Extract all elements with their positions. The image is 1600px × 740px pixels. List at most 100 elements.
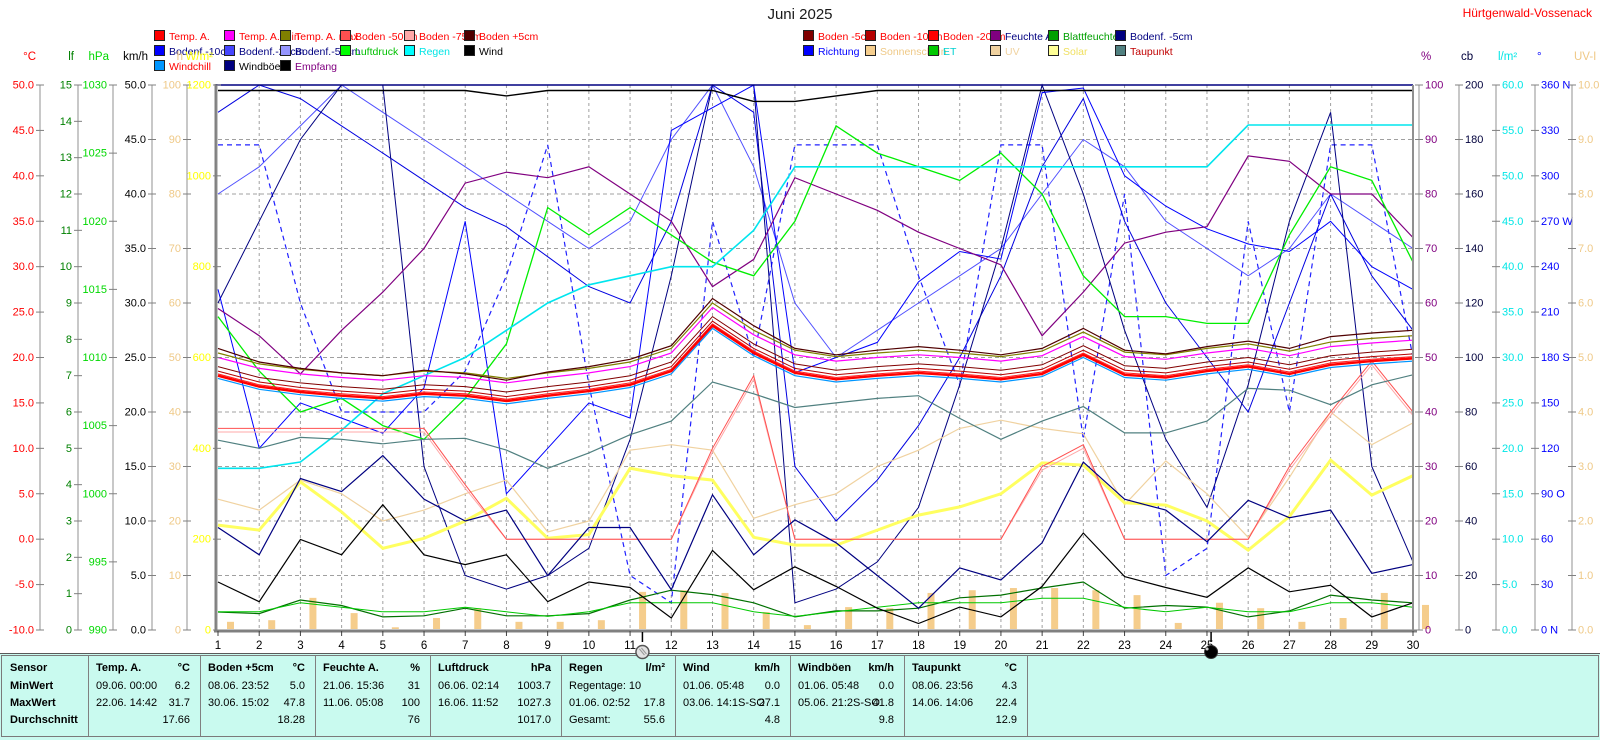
axis-label-%: 40 bbox=[1425, 407, 1437, 419]
axis-label-cb: 200 bbox=[1465, 80, 1483, 92]
x-day-label: 16 bbox=[830, 640, 843, 652]
axis-label-km/h: 45.0 bbox=[125, 134, 146, 146]
axis-label-km/h: 10.0 bbox=[125, 516, 146, 528]
x-day-label: 23 bbox=[1118, 640, 1131, 652]
axis-label-%: 100 bbox=[1425, 80, 1443, 92]
axis-label-lf: 5 bbox=[66, 443, 72, 455]
table-cell-text: 30.06. 15:02 bbox=[208, 697, 270, 709]
table-cell-text: 01.06. 02:52 bbox=[569, 697, 631, 709]
axis-label-UV-I: 6.0 bbox=[1578, 298, 1593, 310]
legend-swatch-icon bbox=[280, 30, 291, 41]
table-col-unit: °C bbox=[1004, 662, 1017, 674]
axis-label-l/m²: 45.0 bbox=[1502, 216, 1523, 228]
table-col-header: Taupunkt bbox=[912, 662, 961, 674]
table-col-header: Windböen bbox=[798, 662, 852, 674]
axis-label-°: 240 bbox=[1541, 261, 1559, 273]
bar-sonnenschein bbox=[1422, 604, 1429, 629]
table-separator bbox=[675, 656, 676, 736]
x-day-label: 10 bbox=[582, 640, 595, 652]
legend-swatch-icon bbox=[1048, 45, 1059, 56]
x-day-label: 7 bbox=[462, 640, 468, 652]
series-boden-m20cm bbox=[217, 323, 1414, 400]
legend-swatch-icon bbox=[340, 45, 351, 56]
axis-label-%: 80 bbox=[1425, 189, 1437, 201]
axis-label-%: 70 bbox=[1425, 243, 1437, 255]
table-row-label: Durchschnitt bbox=[10, 714, 78, 726]
axis-label-hPa: 1020 bbox=[83, 216, 107, 228]
table-separator bbox=[790, 656, 791, 736]
axis-label-cb: 160 bbox=[1465, 189, 1483, 201]
table-col-unit: l/m² bbox=[645, 662, 665, 674]
table-cell-value: 100 bbox=[401, 697, 420, 709]
bar-sonnenschein bbox=[391, 627, 399, 629]
legend-label: Luftdruck bbox=[355, 46, 399, 58]
x-day-label: 12 bbox=[665, 640, 678, 652]
x-day-label: 6 bbox=[421, 640, 427, 652]
axis-label-l/m²: 55.0 bbox=[1502, 125, 1523, 137]
table-separator bbox=[88, 656, 89, 736]
table-col-unit: km/h bbox=[868, 662, 894, 674]
axis-label-cb: 100 bbox=[1465, 352, 1483, 364]
axis-label-°C: 5.0 bbox=[19, 488, 34, 500]
series-solar bbox=[217, 457, 1414, 552]
axis-label-km/h: 30.0 bbox=[125, 298, 146, 310]
series-boden-75cm bbox=[218, 364, 1414, 540]
table-cell-text: 16.06. 11:52 bbox=[438, 697, 499, 709]
axis-label-°C: 10.0 bbox=[13, 443, 34, 455]
axis-label-cb: 60 bbox=[1465, 461, 1477, 473]
bar-sonnenschein bbox=[1009, 588, 1017, 629]
axis-label-l/m²: 30.0 bbox=[1502, 352, 1523, 364]
axis-label-%: 50 bbox=[1425, 352, 1437, 364]
table-col-unit: % bbox=[410, 662, 420, 674]
axis-label-%: 0 bbox=[1425, 625, 1431, 637]
axis-label-UV-I: 9.0 bbox=[1578, 134, 1593, 146]
table-cell-text: 08.06. 23:52 bbox=[208, 680, 270, 692]
axis-label-h: 100 bbox=[163, 80, 181, 92]
x-day-label: 25 bbox=[1201, 640, 1214, 652]
bar-sonnenschein bbox=[1257, 608, 1265, 629]
legend-item-windchill: Windchill bbox=[154, 60, 211, 73]
axis-label-°: 180 S bbox=[1541, 352, 1570, 364]
axis-label-l/m²: 60.0 bbox=[1502, 80, 1523, 92]
legend-item-sonnenschein: Sonnenschein bbox=[865, 45, 947, 58]
series-boden-m5cm bbox=[217, 315, 1414, 393]
bar-sonnenschein bbox=[1174, 622, 1182, 629]
axis-label-°C: 25.0 bbox=[13, 307, 34, 319]
axis-label-UV-I: 4.0 bbox=[1578, 407, 1593, 419]
series-boden-m10cm bbox=[217, 320, 1414, 398]
legend-label: Boden +5cm bbox=[479, 31, 539, 43]
axis-label-%: 60 bbox=[1425, 298, 1437, 310]
x-day-label: 4 bbox=[338, 640, 345, 652]
series-windboeen bbox=[217, 454, 1414, 609]
axis-label-cb: 40 bbox=[1465, 516, 1477, 528]
series-luftdruck bbox=[217, 124, 1414, 441]
legend-swatch-icon bbox=[154, 30, 165, 41]
axis-label-lf: 11 bbox=[61, 225, 72, 237]
axis-label-h: 80 bbox=[169, 189, 181, 201]
table-row-label: Sensor bbox=[10, 662, 48, 674]
x-day-label: 18 bbox=[912, 640, 925, 652]
axis-label-hPa: 1015 bbox=[83, 284, 107, 296]
axis-label-°: 300 bbox=[1541, 170, 1559, 182]
legend-label: Sonnenschein bbox=[880, 46, 947, 58]
series-temp-a-max bbox=[217, 302, 1414, 380]
table-cell-value: 5.0 bbox=[289, 680, 305, 692]
axis-label-h: 50 bbox=[169, 352, 181, 364]
table-cell-text: 01.06. 05:48 bbox=[798, 680, 860, 692]
bar-sonnenschein bbox=[845, 607, 853, 629]
axis-label-°: 30 bbox=[1541, 579, 1553, 591]
axis-label-h: 30 bbox=[169, 461, 181, 473]
axis-title-km/h: km/h bbox=[123, 51, 148, 63]
bar-sonnenschein bbox=[762, 612, 770, 629]
stats-table-grid: Sensor MinWert MaxWert Durchschnitt Temp. A.… bbox=[1, 655, 1599, 737]
table-cell-value: 4.3 bbox=[1001, 680, 1017, 692]
table-cell-text: 11.06. 05:08 bbox=[323, 697, 384, 709]
bar-sonnenschein bbox=[1380, 592, 1388, 629]
axis-label-hPa: 1005 bbox=[83, 420, 107, 432]
x-day-label: 17 bbox=[871, 640, 884, 652]
bar-sonnenschein bbox=[680, 590, 688, 629]
table-cell-value: 1003.7 bbox=[517, 680, 551, 692]
axis-label-°: 150 bbox=[1541, 397, 1559, 409]
table-cell-text: 22.06. 14:42 bbox=[96, 697, 158, 709]
bar-sonnenschein bbox=[1339, 618, 1347, 629]
